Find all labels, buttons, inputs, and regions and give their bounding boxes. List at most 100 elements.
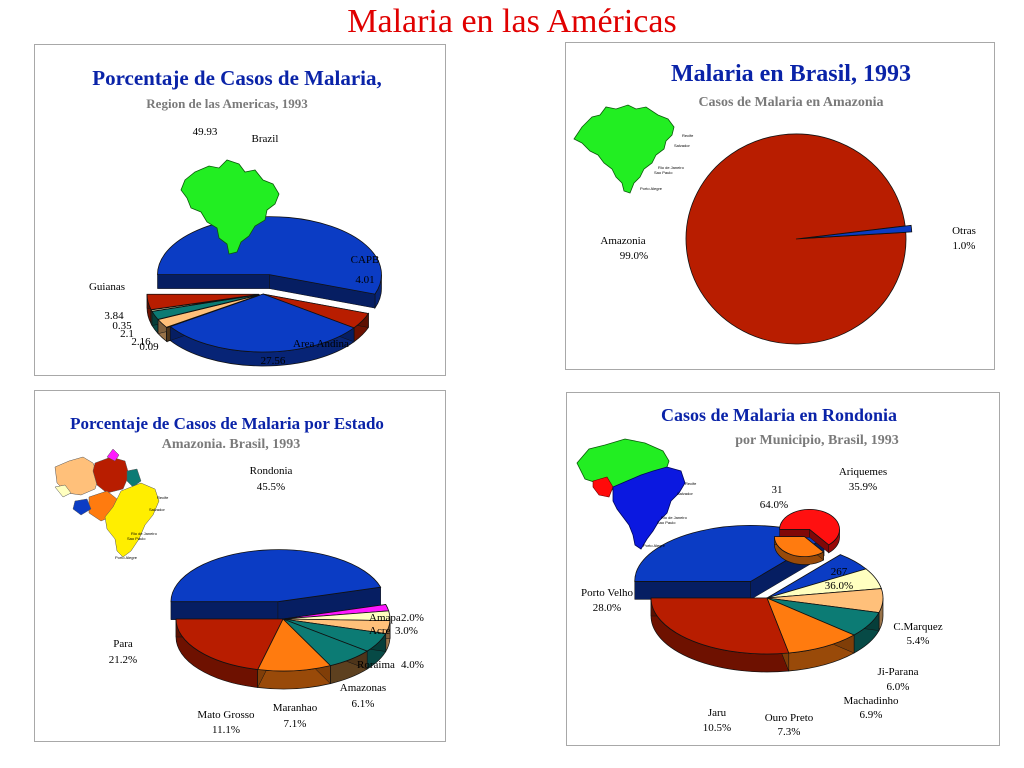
state-amapa-shape: [106, 448, 120, 462]
chart-panel-americas: Porcentaje de Casos de Malaria, Region d…: [34, 44, 446, 376]
map-label-recife: Recife: [682, 133, 694, 138]
map-label-sao-paulo: Sao Paulo: [657, 520, 676, 525]
value-label-maranhao: 7.1%: [284, 718, 307, 730]
pie-slice-jaru: [766, 597, 855, 654]
pie-slice-area-andina: [169, 293, 355, 353]
value-label-0-35: 0.35: [112, 320, 132, 332]
value-label-capb: 4.01: [355, 274, 374, 286]
pie-americas: [146, 216, 382, 367]
chart-estado: Porcentaje de Casos de Malaria por Estad…: [54, 414, 424, 736]
value-label-porto-velho: 28.0%: [593, 602, 621, 614]
state-rest-shape: [104, 482, 160, 558]
value-label-amapa: 2.0%: [401, 612, 424, 624]
label-rondonia: Rondonia: [250, 465, 293, 477]
value-label-ouro-preto: 7.3%: [778, 726, 801, 738]
pie-slice-31: [779, 509, 840, 546]
chart-title: Malaria en Brasil, 1993: [671, 61, 911, 87]
state-maranhao-shape: [126, 468, 142, 488]
brazil-south-shape: [612, 466, 686, 550]
pie-slice-267: [774, 536, 825, 557]
pie-brasil: [685, 133, 913, 345]
label-ouro-preto: Ouro Preto: [765, 712, 814, 724]
pie-face-brazil: [157, 274, 270, 289]
map-label-salvador: Salvador: [674, 143, 690, 148]
value-label-machadinho: 6.9%: [860, 709, 883, 721]
inset-label-31: 31: [772, 484, 783, 496]
pie-estado: [170, 549, 391, 690]
chart-title: Porcentaje de Casos de Malaria,: [92, 66, 381, 90]
label-ariquemes: Ariquemes: [839, 466, 887, 478]
pie-slice-amazonia: [685, 133, 907, 345]
label-maranhao: Maranhao: [273, 702, 318, 714]
value-label-rondonia: 45.5%: [257, 481, 285, 493]
pie-face-rondonia: [170, 601, 279, 620]
map-label-porto-alegre: Porto Alegre: [643, 543, 666, 548]
value-label-roraima: 4.0%: [401, 659, 424, 671]
chart-brasil: Malaria en Brasil, 1993 Casos de Malaria…: [573, 61, 976, 345]
chart-title: Porcentaje de Casos de Malaria por Estad…: [70, 414, 384, 433]
value-label-para: 21.2%: [109, 654, 137, 666]
label-guianas: Guianas: [89, 281, 125, 293]
value-label-otras: 1.0%: [953, 240, 976, 252]
label-otras: Otras: [952, 225, 976, 237]
pie-slice-guianas: [146, 293, 260, 311]
inset-value-267: 36.0%: [825, 580, 853, 592]
label-jaru: Jaru: [708, 707, 727, 719]
pie-slice-brazil: [157, 216, 382, 295]
value-label-c-marquez: 5.4%: [907, 635, 930, 647]
pie-slice-otras: [801, 224, 913, 239]
value-label-brazil: 49.93: [193, 126, 218, 138]
chart-americas: Porcentaje de Casos de Malaria, Region d…: [89, 66, 382, 367]
value-label-acre: 3.0%: [395, 625, 418, 637]
label-para: Para: [113, 638, 133, 650]
state-acre-shape: [54, 484, 72, 498]
state-para-shape: [92, 456, 130, 494]
pie-slice-para: [175, 618, 284, 670]
map-label-rio: Rio de Janeiro: [131, 531, 158, 536]
label-ji-parana: Ji-Parana: [878, 666, 919, 678]
brazil-map-shape: [180, 159, 280, 255]
inset-value-31: 64.0%: [760, 499, 788, 511]
label-amapa: Amapa: [369, 612, 401, 624]
chart-subtitle: por Municipio, Brasil, 1993: [735, 433, 898, 448]
value-label-ariquemes: 35.9%: [849, 481, 877, 493]
chart-panel-estado: Porcentaje de Casos de Malaria por Estad…: [34, 390, 446, 742]
value-label-mato-grosso: 11.1%: [212, 724, 240, 736]
value-label-amazonia: 99.0%: [620, 250, 648, 262]
pie-rondonia: [634, 525, 884, 673]
map-label-porto-alegre: Porto Alegre: [640, 186, 663, 191]
pie-slice-porto-velho: [650, 597, 790, 655]
label-c-marquez: C.Marquez: [893, 621, 942, 633]
map-label-porto-alegre: Porto Alegre: [115, 555, 138, 560]
rondonia-red-shape: [592, 476, 614, 498]
value-label-jaru: 10.5%: [703, 722, 731, 734]
pie-face-ariquemes: [634, 581, 751, 600]
pie-slice-rondonia: [170, 549, 382, 603]
chart-panel-rondonia: Casos de Malaria en Rondonia por Municip…: [566, 392, 1000, 746]
label-amazonia: Amazonia: [600, 235, 645, 247]
map-label-salvador: Salvador: [677, 491, 693, 496]
label-machadinho: Machadinho: [844, 695, 899, 707]
map-label-salvador: Salvador: [149, 507, 165, 512]
label-roraima: Roraima: [357, 659, 395, 671]
map-label-rio: Rio de Janeiro: [658, 165, 685, 170]
map-brazil: [180, 159, 280, 255]
value-label-amazonas: 6.1%: [352, 698, 375, 710]
chart-subtitle: Region de las Americas, 1993: [146, 96, 308, 111]
pie-rondonia-inset: [774, 509, 840, 565]
map-label-recife: Recife: [685, 481, 697, 486]
chart-title: Casos de Malaria en Rondonia: [661, 405, 897, 425]
label-amazonas: Amazonas: [340, 682, 386, 694]
label-porto-velho: Porto Velho: [581, 587, 634, 599]
pie-face-31: [779, 529, 810, 538]
chart-rondonia: Casos de Malaria en Rondonia por Municip…: [576, 405, 943, 738]
map-brazil-rondonia: [576, 438, 686, 550]
label-acre: Acre: [369, 625, 390, 637]
brazil-map-shape: [573, 104, 675, 194]
label-mato-grosso: Mato Grosso: [197, 709, 255, 721]
map-label-recife: Recife: [157, 495, 169, 500]
main-title: Malaria en las Américas: [347, 3, 677, 40]
value-label-area-andina: 27.56: [261, 355, 286, 367]
label-brazil: Brazil: [252, 133, 279, 145]
map-label-sao-paulo: Sao Paulo: [654, 170, 673, 175]
